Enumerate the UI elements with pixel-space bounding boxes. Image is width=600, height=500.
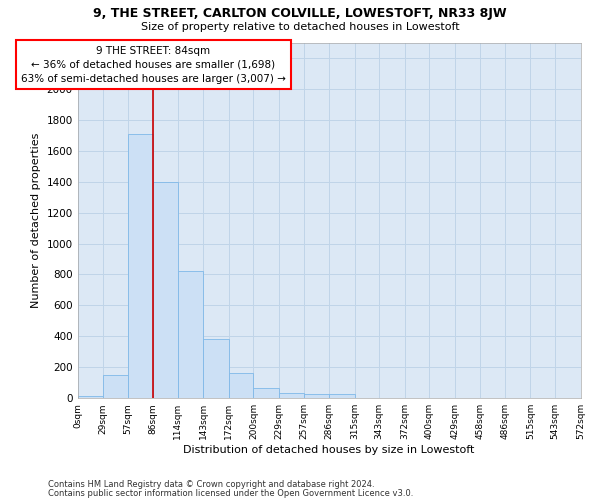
Bar xyxy=(279,393,304,398)
Text: Contains public sector information licensed under the Open Government Licence v3: Contains public sector information licen… xyxy=(48,488,413,498)
Text: 9, THE STREET, CARLTON COLVILLE, LOWESTOFT, NR33 8JW: 9, THE STREET, CARLTON COLVILLE, LOWESTO… xyxy=(93,8,507,20)
Bar xyxy=(304,394,329,398)
Bar xyxy=(103,375,128,398)
Bar xyxy=(153,182,178,398)
Bar xyxy=(77,396,103,398)
Text: Size of property relative to detached houses in Lowestoft: Size of property relative to detached ho… xyxy=(140,22,460,32)
Bar xyxy=(229,372,253,398)
Bar xyxy=(203,338,229,398)
Bar xyxy=(178,270,203,398)
Y-axis label: Number of detached properties: Number of detached properties xyxy=(31,132,41,308)
Text: 9 THE STREET: 84sqm
← 36% of detached houses are smaller (1,698)
63% of semi-det: 9 THE STREET: 84sqm ← 36% of detached ho… xyxy=(21,46,286,84)
X-axis label: Distribution of detached houses by size in Lowestoft: Distribution of detached houses by size … xyxy=(184,445,475,455)
Bar xyxy=(128,134,153,398)
Bar xyxy=(253,388,279,398)
Text: Contains HM Land Registry data © Crown copyright and database right 2024.: Contains HM Land Registry data © Crown c… xyxy=(48,480,374,489)
Bar xyxy=(329,394,355,398)
